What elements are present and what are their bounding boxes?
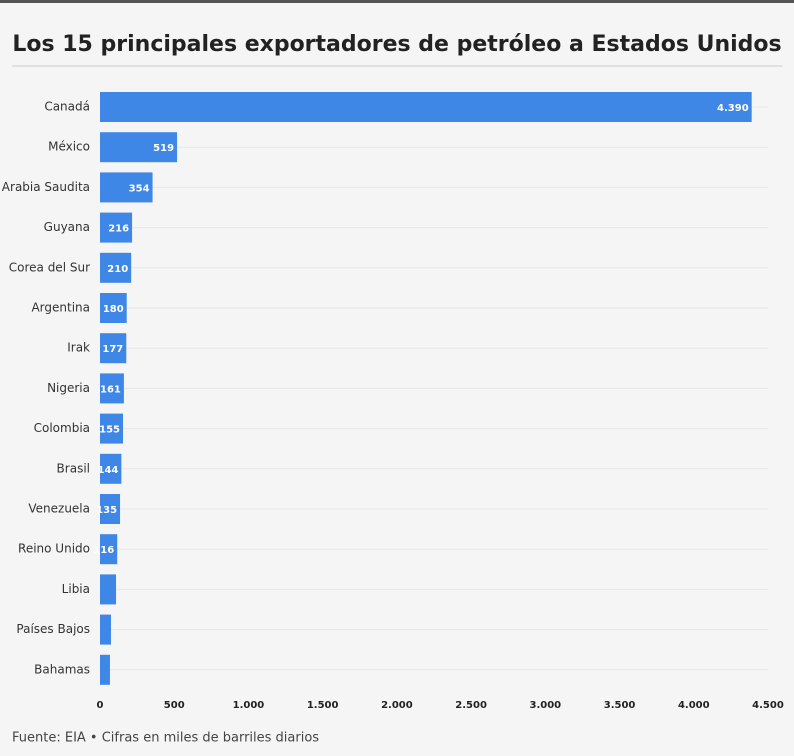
y-tick-label: Irak [67, 341, 90, 355]
x-tick-label: 4.000 [678, 700, 710, 711]
bar [100, 252, 132, 283]
source: Fuente: EIA • Cifras en miles de barrile… [12, 731, 319, 746]
y-tick-label: Reino Unido [18, 542, 90, 556]
value-label: 135 [96, 505, 117, 516]
value-label: 116 [93, 545, 114, 556]
x-tick-label: 1.000 [233, 700, 265, 711]
y-tick-label: Colombia [34, 421, 90, 435]
x-tick-label: 2.000 [381, 700, 413, 711]
bar [100, 614, 111, 645]
y-tick-label: Países Bajos [16, 622, 90, 636]
bar [100, 212, 133, 243]
value-label: 155 [99, 425, 120, 436]
value-label: 144 [98, 465, 119, 476]
bar [100, 494, 121, 524]
chart-title: Los 15 principales exportadores de petró… [12, 32, 781, 57]
bar [100, 293, 127, 323]
value-label: 519 [153, 143, 174, 154]
bar [100, 654, 110, 685]
bar [100, 413, 124, 444]
y-tick-label: Bahamas [34, 662, 90, 676]
value-label: 4.390 [717, 103, 749, 114]
y-tick-label: Canadá [44, 100, 90, 114]
x-tick-label: 0 [97, 700, 104, 711]
y-tick-label: Arabia Saudita [2, 180, 90, 194]
bar [100, 453, 122, 484]
y-tick-label: Guyana [44, 220, 90, 234]
value-label: 210 [107, 264, 128, 275]
x-tick-label: 500 [164, 700, 185, 711]
bar [100, 333, 127, 364]
y-tick-label: México [48, 140, 90, 154]
value-label: 177 [102, 344, 123, 355]
y-tick-label: Argentina [31, 301, 90, 315]
y-tick-label: Nigeria [47, 381, 90, 395]
value-label: 216 [108, 224, 129, 235]
y-tick-label: Venezuela [28, 502, 90, 516]
x-tick-label: 4.500 [752, 700, 784, 711]
y-tick-label: Corea del Sur [9, 260, 90, 274]
top-bar [0, 0, 794, 3]
bar [100, 172, 153, 203]
x-tick-label: 2.500 [455, 700, 487, 711]
bar [100, 132, 178, 163]
bar [100, 92, 752, 122]
bar [100, 373, 124, 404]
y-tick-label: Libia [62, 582, 90, 596]
x-tick-label: 1.500 [307, 700, 339, 711]
value-label: 161 [100, 384, 121, 395]
bar [100, 534, 118, 565]
value-label: 354 [129, 183, 150, 194]
x-tick-label: 3.500 [604, 700, 636, 711]
x-tick-label: 3.000 [530, 700, 562, 711]
bar [100, 574, 117, 605]
value-label: 180 [103, 304, 124, 315]
y-tick-label: Brasil [57, 461, 90, 475]
